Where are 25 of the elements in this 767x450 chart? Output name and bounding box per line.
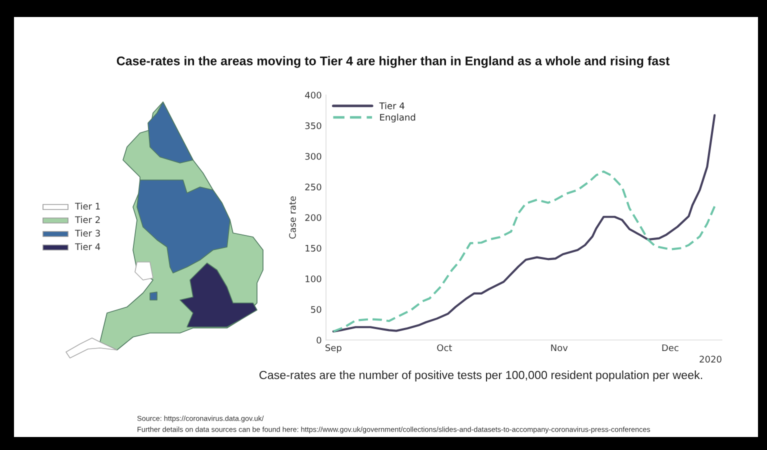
- line-series: [332, 114, 716, 332]
- y-tick-label: 100: [306, 275, 322, 282]
- y-tick-label: 200: [305, 214, 322, 222]
- category-label: Tier 1: [74, 202, 100, 210]
- x-tick-label: Oct: [437, 344, 452, 352]
- y-tick-label: 150: [306, 244, 322, 252]
- category-label: Tier 4: [74, 243, 100, 250]
- y-tick-label: 0: [316, 336, 322, 344]
- category-label: Tier 2: [74, 216, 100, 224]
- category-label: Tier 3: [74, 230, 100, 237]
- text: 2020: [700, 356, 722, 363]
- x-tick-label: Dec: [662, 344, 678, 352]
- line-series: [332, 170, 716, 332]
- y-tick-label: 350: [305, 122, 322, 130]
- chart-title: Case-rates in the areas moving to Tier 4 are higher than in England as a whole and rising fast: [116, 56, 670, 68]
- y-tick-label: 250: [305, 184, 322, 190]
- x-tick-label: Sep: [325, 344, 342, 353]
- y-tick-label: 400: [305, 92, 322, 99]
- text: Case-rates are the number of positive tests per 100,000 resident population per week.: [259, 370, 702, 382]
- x-tick-label: Nov: [551, 344, 568, 352]
- legend-label: Tier 4: [379, 102, 404, 110]
- y-tick-label: 300: [305, 152, 322, 160]
- legend-label: England: [380, 114, 416, 122]
- y-tick-label: 50: [311, 306, 322, 313]
- y-axis-title: Case rate: [289, 196, 296, 239]
